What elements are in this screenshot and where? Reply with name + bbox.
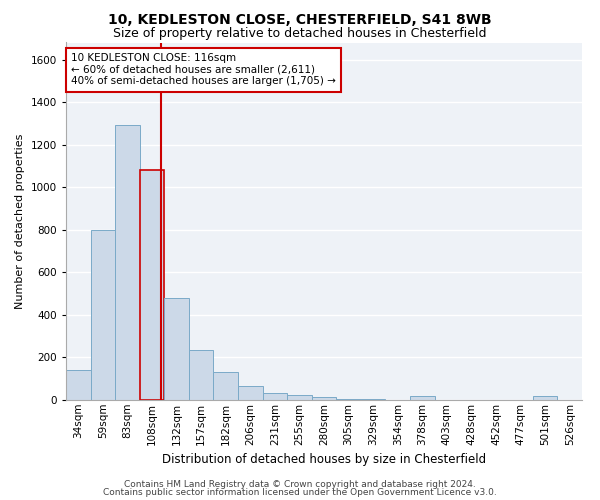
- Text: Size of property relative to detached houses in Chesterfield: Size of property relative to detached ho…: [113, 28, 487, 40]
- Bar: [410, 396, 434, 400]
- Bar: [164, 298, 189, 400]
- Text: Contains public sector information licensed under the Open Government Licence v3: Contains public sector information licen…: [103, 488, 497, 497]
- Bar: [214, 372, 238, 400]
- Bar: [140, 170, 164, 400]
- X-axis label: Distribution of detached houses by size in Chesterfield: Distribution of detached houses by size …: [162, 453, 486, 466]
- Text: Contains HM Land Registry data © Crown copyright and database right 2024.: Contains HM Land Registry data © Crown c…: [124, 480, 476, 489]
- Bar: [361, 399, 385, 400]
- Text: 10, KEDLESTON CLOSE, CHESTERFIELD, S41 8WB: 10, KEDLESTON CLOSE, CHESTERFIELD, S41 8…: [108, 12, 492, 26]
- Bar: [312, 397, 336, 400]
- Bar: [336, 399, 361, 400]
- Bar: [263, 392, 287, 400]
- Bar: [238, 386, 263, 400]
- Bar: [66, 370, 91, 400]
- Bar: [115, 126, 140, 400]
- Y-axis label: Number of detached properties: Number of detached properties: [15, 134, 25, 309]
- Bar: [287, 394, 312, 400]
- Bar: [91, 230, 115, 400]
- Text: 10 KEDLESTON CLOSE: 116sqm
← 60% of detached houses are smaller (2,611)
40% of s: 10 KEDLESTON CLOSE: 116sqm ← 60% of deta…: [71, 53, 336, 86]
- Bar: [533, 396, 557, 400]
- Bar: [189, 350, 214, 400]
